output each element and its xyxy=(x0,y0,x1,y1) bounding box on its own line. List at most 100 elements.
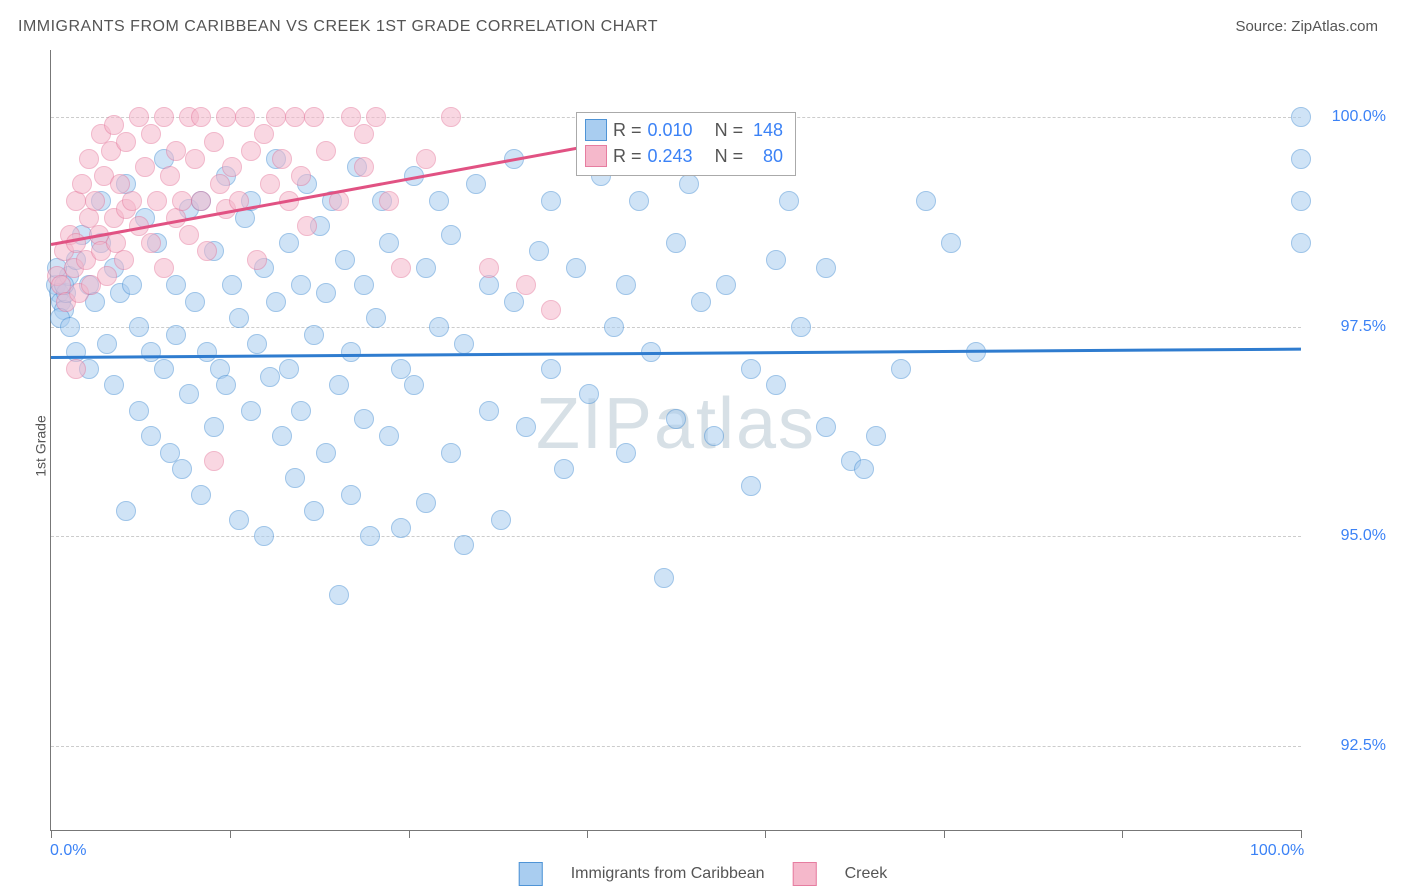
scatter-point-caribbean xyxy=(272,426,292,446)
scatter-point-caribbean xyxy=(766,250,786,270)
scatter-point-caribbean xyxy=(779,191,799,211)
scatter-point-caribbean xyxy=(766,375,786,395)
n-label: N = xyxy=(715,117,744,143)
scatter-point-caribbean xyxy=(354,409,374,429)
scatter-point-caribbean xyxy=(122,275,142,295)
scatter-point-caribbean xyxy=(141,426,161,446)
scatter-point-creek xyxy=(285,107,305,127)
scatter-point-creek xyxy=(191,191,211,211)
n-label: N = xyxy=(715,143,744,169)
scatter-point-creek xyxy=(416,149,436,169)
scatter-point-creek xyxy=(354,157,374,177)
scatter-point-creek xyxy=(141,233,161,253)
scatter-point-caribbean xyxy=(891,359,911,379)
y-tick-label: 97.5% xyxy=(1341,318,1386,336)
plot-area: ZIPatlas R =0.010N =148R =0.243N =80 xyxy=(50,50,1301,831)
trendline-caribbean xyxy=(51,348,1301,359)
scatter-point-creek xyxy=(479,258,499,278)
scatter-point-caribbean xyxy=(466,174,486,194)
scatter-point-caribbean xyxy=(254,526,274,546)
stats-box: R =0.010 N =148R =0.243N =80 xyxy=(576,112,796,176)
x-tick xyxy=(1301,830,1302,838)
n-value-caribbean: 148 xyxy=(749,117,783,143)
scatter-point-creek xyxy=(141,124,161,144)
n-value-creek: 80 xyxy=(749,143,783,169)
scatter-point-caribbean xyxy=(216,375,236,395)
scatter-point-creek xyxy=(172,191,192,211)
scatter-point-caribbean xyxy=(179,384,199,404)
scatter-point-creek xyxy=(366,107,386,127)
scatter-point-caribbean xyxy=(304,325,324,345)
scatter-point-caribbean xyxy=(1291,149,1311,169)
r-label: R = xyxy=(613,143,642,169)
x-tick xyxy=(944,830,945,838)
scatter-point-caribbean xyxy=(166,325,186,345)
stats-row-creek: R =0.243N =80 xyxy=(585,143,783,169)
scatter-point-caribbean xyxy=(60,317,80,337)
scatter-point-creek xyxy=(541,300,561,320)
scatter-point-caribbean xyxy=(304,501,324,521)
scatter-point-creek xyxy=(247,250,267,270)
y-tick-label: 95.0% xyxy=(1341,527,1386,545)
scatter-point-creek xyxy=(185,149,205,169)
x-tick xyxy=(765,830,766,838)
scatter-point-creek xyxy=(379,191,399,211)
scatter-point-caribbean xyxy=(316,443,336,463)
scatter-point-creek xyxy=(191,107,211,127)
stats-swatch-caribbean xyxy=(585,119,607,141)
scatter-point-caribbean xyxy=(854,459,874,479)
scatter-point-creek xyxy=(97,266,117,286)
stats-row-caribbean: R =0.010N =148 xyxy=(585,117,783,143)
scatter-point-creek xyxy=(85,191,105,211)
scatter-point-caribbean xyxy=(172,459,192,479)
scatter-point-caribbean xyxy=(185,292,205,312)
scatter-point-caribbean xyxy=(454,535,474,555)
scatter-point-caribbean xyxy=(316,283,336,303)
scatter-point-creek xyxy=(197,241,217,261)
x-tick xyxy=(51,830,52,838)
scatter-point-caribbean xyxy=(816,417,836,437)
stats-swatch-creek xyxy=(585,145,607,167)
scatter-point-caribbean xyxy=(479,401,499,421)
scatter-point-caribbean xyxy=(247,334,267,354)
scatter-point-creek xyxy=(260,174,280,194)
r-value-caribbean: 0.010 xyxy=(648,117,693,143)
x-tick-label: 0.0% xyxy=(50,842,86,860)
scatter-point-caribbean xyxy=(129,317,149,337)
scatter-point-caribbean xyxy=(329,375,349,395)
scatter-point-caribbean xyxy=(454,334,474,354)
scatter-point-caribbean xyxy=(1291,191,1311,211)
x-tick xyxy=(409,830,410,838)
scatter-point-caribbean xyxy=(741,476,761,496)
scatter-point-caribbean xyxy=(291,275,311,295)
scatter-point-caribbean xyxy=(1291,107,1311,127)
scatter-point-creek xyxy=(235,107,255,127)
scatter-point-caribbean xyxy=(441,225,461,245)
scatter-point-caribbean xyxy=(554,459,574,479)
scatter-point-creek xyxy=(166,141,186,161)
x-tick xyxy=(1122,830,1123,838)
legend-swatch-creek xyxy=(793,862,817,886)
legend-swatch-caribbean xyxy=(519,862,543,886)
scatter-point-caribbean xyxy=(666,233,686,253)
scatter-point-caribbean xyxy=(260,367,280,387)
scatter-point-creek xyxy=(222,157,242,177)
scatter-point-caribbean xyxy=(616,443,636,463)
scatter-point-caribbean xyxy=(335,250,355,270)
scatter-point-caribbean xyxy=(529,241,549,261)
scatter-point-caribbean xyxy=(816,258,836,278)
scatter-point-caribbean xyxy=(285,468,305,488)
gridline xyxy=(51,746,1301,747)
scatter-point-caribbean xyxy=(416,493,436,513)
scatter-point-caribbean xyxy=(566,258,586,278)
scatter-point-caribbean xyxy=(354,275,374,295)
legend: Immigrants from Caribbean Creek xyxy=(519,862,888,886)
scatter-point-caribbean xyxy=(1291,233,1311,253)
scatter-point-caribbean xyxy=(229,308,249,328)
scatter-point-creek xyxy=(204,132,224,152)
scatter-point-creek xyxy=(154,107,174,127)
scatter-point-caribbean xyxy=(516,417,536,437)
scatter-point-caribbean xyxy=(104,375,124,395)
scatter-point-caribbean xyxy=(366,308,386,328)
scatter-point-caribbean xyxy=(429,317,449,337)
